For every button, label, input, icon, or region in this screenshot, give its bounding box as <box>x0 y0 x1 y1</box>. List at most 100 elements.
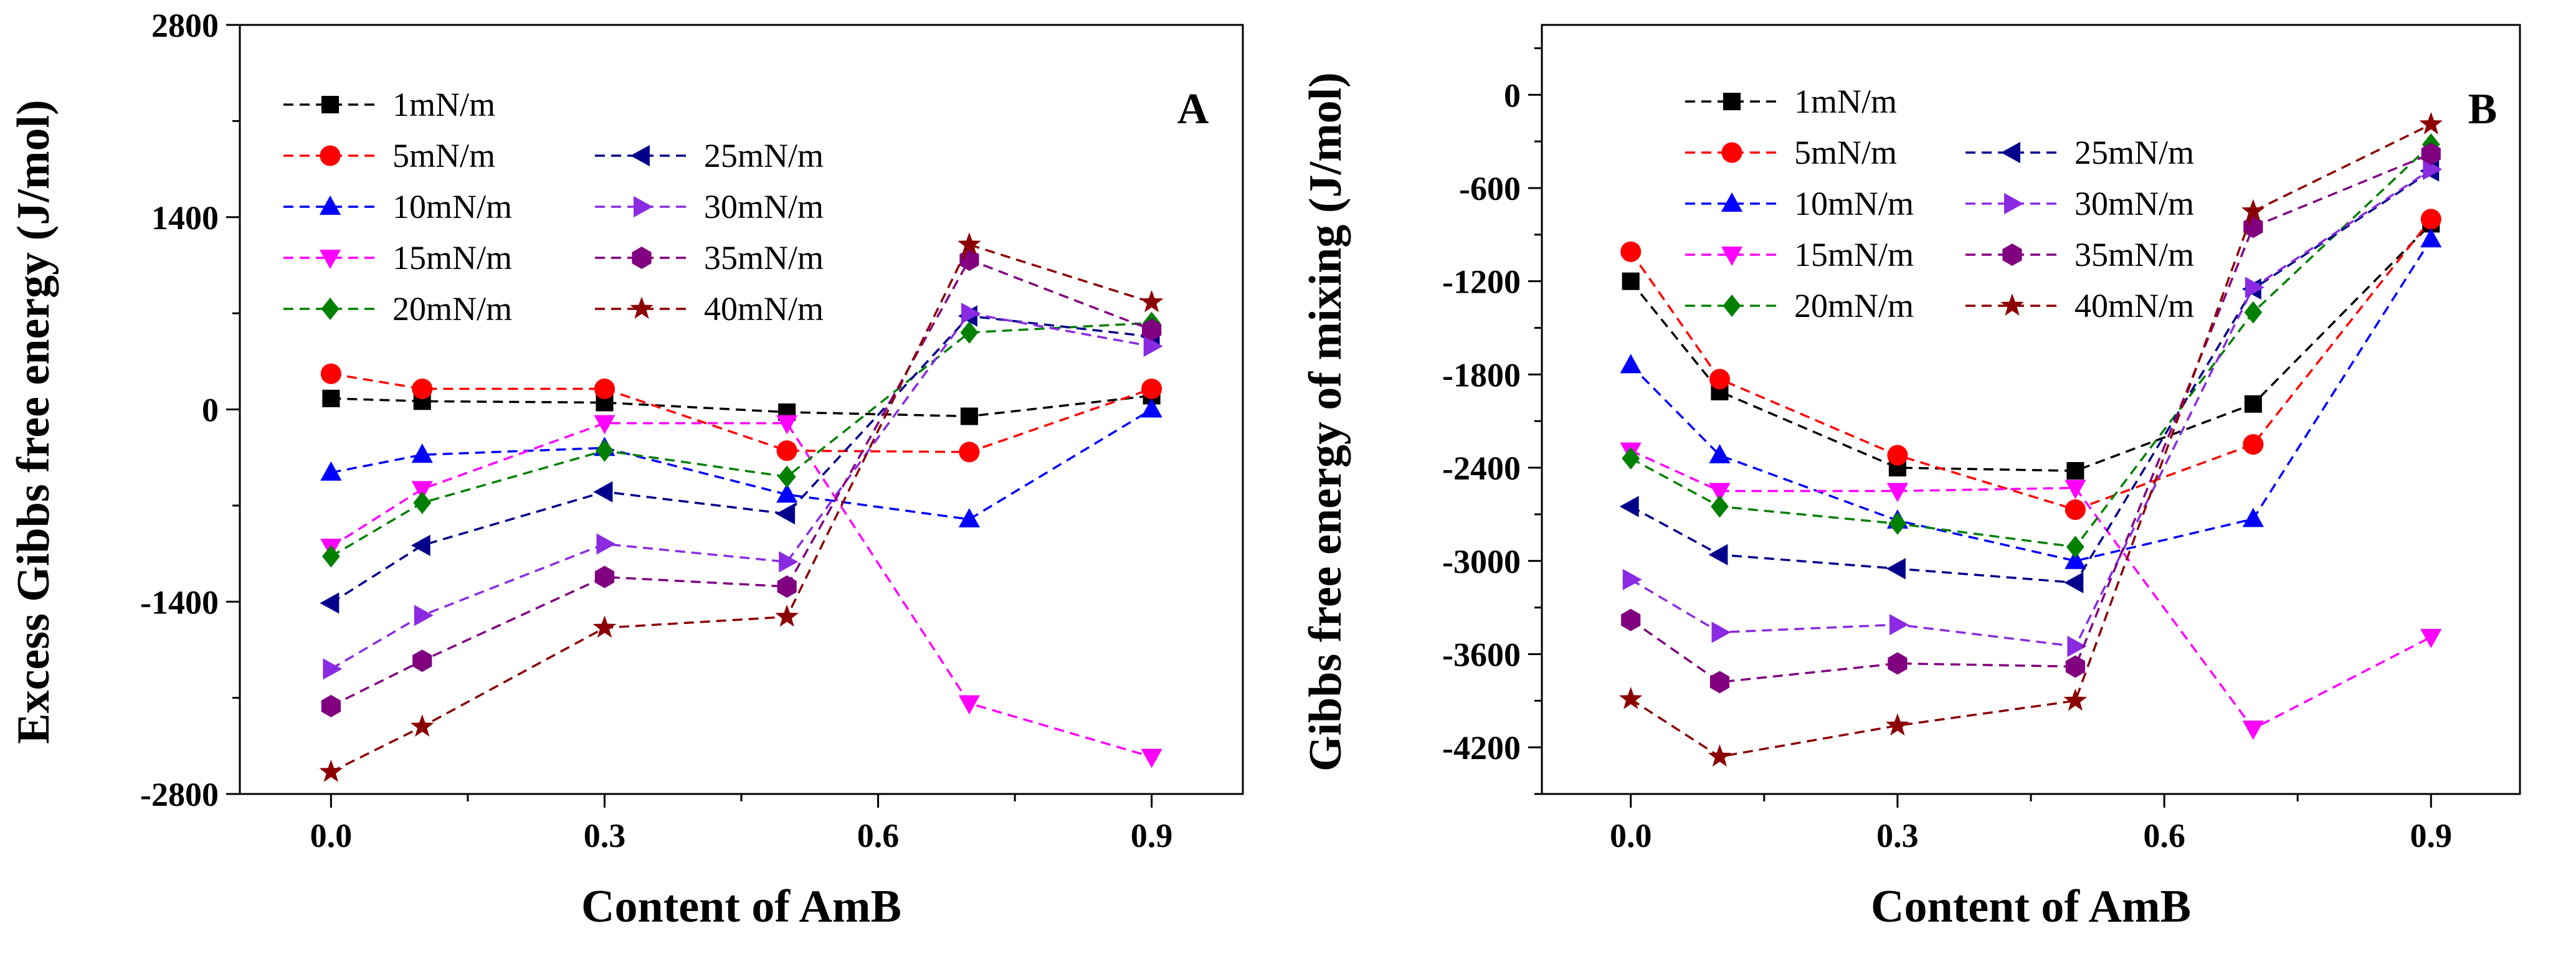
chart-0-data-point <box>596 533 616 555</box>
chart-1-legend-marker <box>1723 92 1741 111</box>
chart-0-series-line <box>331 409 1153 521</box>
chart-1-data-point <box>1887 445 1908 466</box>
chart-0-legend-item: 5mN/m <box>283 137 495 174</box>
chart-0-series-2 <box>320 398 1162 527</box>
chart-0-legend: 1mN/m 5mN/m 10mN/m 15mN/m 20mN/m 25mN/m 30mN/m… <box>283 86 824 328</box>
chart-1-y-tick-label: -1200 <box>1442 263 1521 301</box>
chart-1-data-point <box>2423 158 2443 181</box>
chart-1-series-line <box>1630 153 2431 684</box>
panel-a-chart: 0.0 0.3 0.6 0.9 -2800 -1400 0 1400 2800 Content o… <box>8 7 1244 932</box>
chart-0-data-point <box>776 483 798 503</box>
chart-1-data-point <box>2241 199 2265 222</box>
chart-1-legend-label: 40mN/m <box>2075 287 2194 324</box>
chart-1-series-line <box>1630 450 2432 730</box>
chart-0-series-8 <box>319 232 1164 782</box>
chart-0-legend-item: 15mN/m <box>283 239 512 276</box>
chart-0-data-point <box>776 415 798 435</box>
chart-1-y-tick-label: 0 <box>1504 77 1521 114</box>
chart-1-x-tick-label: 0.3 <box>1876 817 1919 854</box>
chart-1-series-2 <box>1620 228 2442 569</box>
chart-0-data-point <box>596 439 614 462</box>
chart-0-series-line <box>331 394 1152 418</box>
chart-1-data-point <box>2067 635 2087 658</box>
chart-1-data-point <box>1622 569 1642 590</box>
chart-1-data-point <box>1708 744 1732 767</box>
chart-1-x-tick-label: 0.0 <box>1610 817 1652 854</box>
chart-1-legend-label: 35mN/m <box>2075 236 2194 273</box>
chart-1-panel-letter: B <box>2468 85 2498 133</box>
chart-1-legend-item: 15mN/m <box>1685 236 1914 273</box>
chart-1-series-8 <box>1618 111 2443 767</box>
chart-0-data-point <box>411 481 433 501</box>
chart-1-series-5 <box>1619 160 2440 593</box>
chart-1-data-point <box>1886 558 1906 580</box>
chart-0-data-point <box>959 248 979 272</box>
chart-1-data-point <box>2421 143 2441 166</box>
chart-1-data-point <box>2420 228 2442 248</box>
chart-0-data-point <box>961 303 981 324</box>
chart-0-legend-label: 40mN/m <box>704 290 824 328</box>
chart-1-data-point <box>1709 483 1731 503</box>
chart-1-legend-marker <box>2000 293 2024 316</box>
chart-1-data-point <box>2242 720 2264 740</box>
chart-1-x-axis-title: Content of AmB <box>1871 881 2191 932</box>
chart-1-data-point <box>1619 496 1639 517</box>
chart-0-data-point <box>1141 378 1162 399</box>
chart-0-legend-label: 30mN/m <box>704 188 824 225</box>
chart-0-legend-label: 5mN/m <box>392 137 495 174</box>
chart-1-data-point <box>1711 495 1729 518</box>
chart-0-data-point <box>1141 749 1162 768</box>
chart-1-data-point <box>2244 395 2262 413</box>
chart-0-x-tick-label: 0.0 <box>310 817 353 854</box>
chart-0-series-4 <box>321 311 1161 568</box>
chart-0-legend-marker <box>320 145 341 166</box>
chart-0-series-3 <box>320 415 1162 768</box>
chart-0-legend-marker <box>321 95 340 114</box>
chart-0-legend-marker <box>319 250 341 269</box>
chart-1-y-axis-title: Gibbs free energy of mixing (J/mol) <box>1300 72 1351 772</box>
chart-1-series-line <box>1630 168 2432 648</box>
chart-1-data-point <box>1622 447 1640 470</box>
chart-1-legend-item: 30mN/m <box>1965 185 2194 222</box>
chart-1-data-point <box>1886 713 1909 736</box>
chart-0-legend-item: 35mN/m <box>595 239 824 276</box>
chart-1-legend-label: 25mN/m <box>2075 134 2194 171</box>
chart-0-data-point <box>958 232 981 255</box>
chart-1-x-tick-label: 0.9 <box>2410 817 2453 854</box>
chart-1-data-point <box>1622 272 1640 290</box>
chart-0-series-0 <box>322 387 1161 425</box>
chart-0-legend-item: 10mN/m <box>283 188 512 225</box>
chart-0-legend-label: 20mN/m <box>392 290 512 328</box>
chart-1-series-6 <box>1622 158 2443 658</box>
chart-1-data-point <box>1620 241 1642 262</box>
chart-0-y-axis-title: Excess Gibbs free energy (J/mol) <box>8 100 59 744</box>
chart-0-data-point <box>412 378 433 399</box>
chart-0-legend-marker <box>319 196 341 215</box>
chart-0-data-point <box>320 592 340 614</box>
chart-0-legend-label: 1mN/m <box>392 86 495 123</box>
chart-1-data-point <box>2420 629 2442 649</box>
chart-1-data-point <box>2245 276 2265 298</box>
chart-1-y-tick-label: -4200 <box>1442 729 1521 767</box>
chart-0-x-tick-label: 0.6 <box>857 817 900 854</box>
chart-0-series-5 <box>320 305 1160 614</box>
chart-0-data-point <box>1142 318 1162 341</box>
chart-0-data-point <box>322 389 340 407</box>
chart-1-data-point <box>2066 462 2084 480</box>
chart-1-y-tick-label: -1800 <box>1442 356 1521 394</box>
chart-0-y-tick-label: -1400 <box>140 583 219 621</box>
chart-1-legend-label: 1mN/m <box>1794 83 1897 120</box>
chart-0-series-6 <box>323 303 1163 680</box>
chart-1-data-point <box>2064 572 2084 593</box>
chart-0-legend-marker <box>630 144 650 167</box>
chart-1-data-point <box>2066 536 2084 559</box>
chart-0-legend-marker <box>321 298 340 320</box>
chart-0-series-line <box>331 372 1153 453</box>
chart-1-legend-marker <box>2002 243 2022 266</box>
chart-0-legend-item: 40mN/m <box>595 290 824 328</box>
chart-0-data-point <box>776 440 797 461</box>
chart-0-series-line <box>330 258 1153 707</box>
chart-1-data-point <box>2420 209 2441 230</box>
chart-0-legend-label: 35mN/m <box>704 239 824 276</box>
